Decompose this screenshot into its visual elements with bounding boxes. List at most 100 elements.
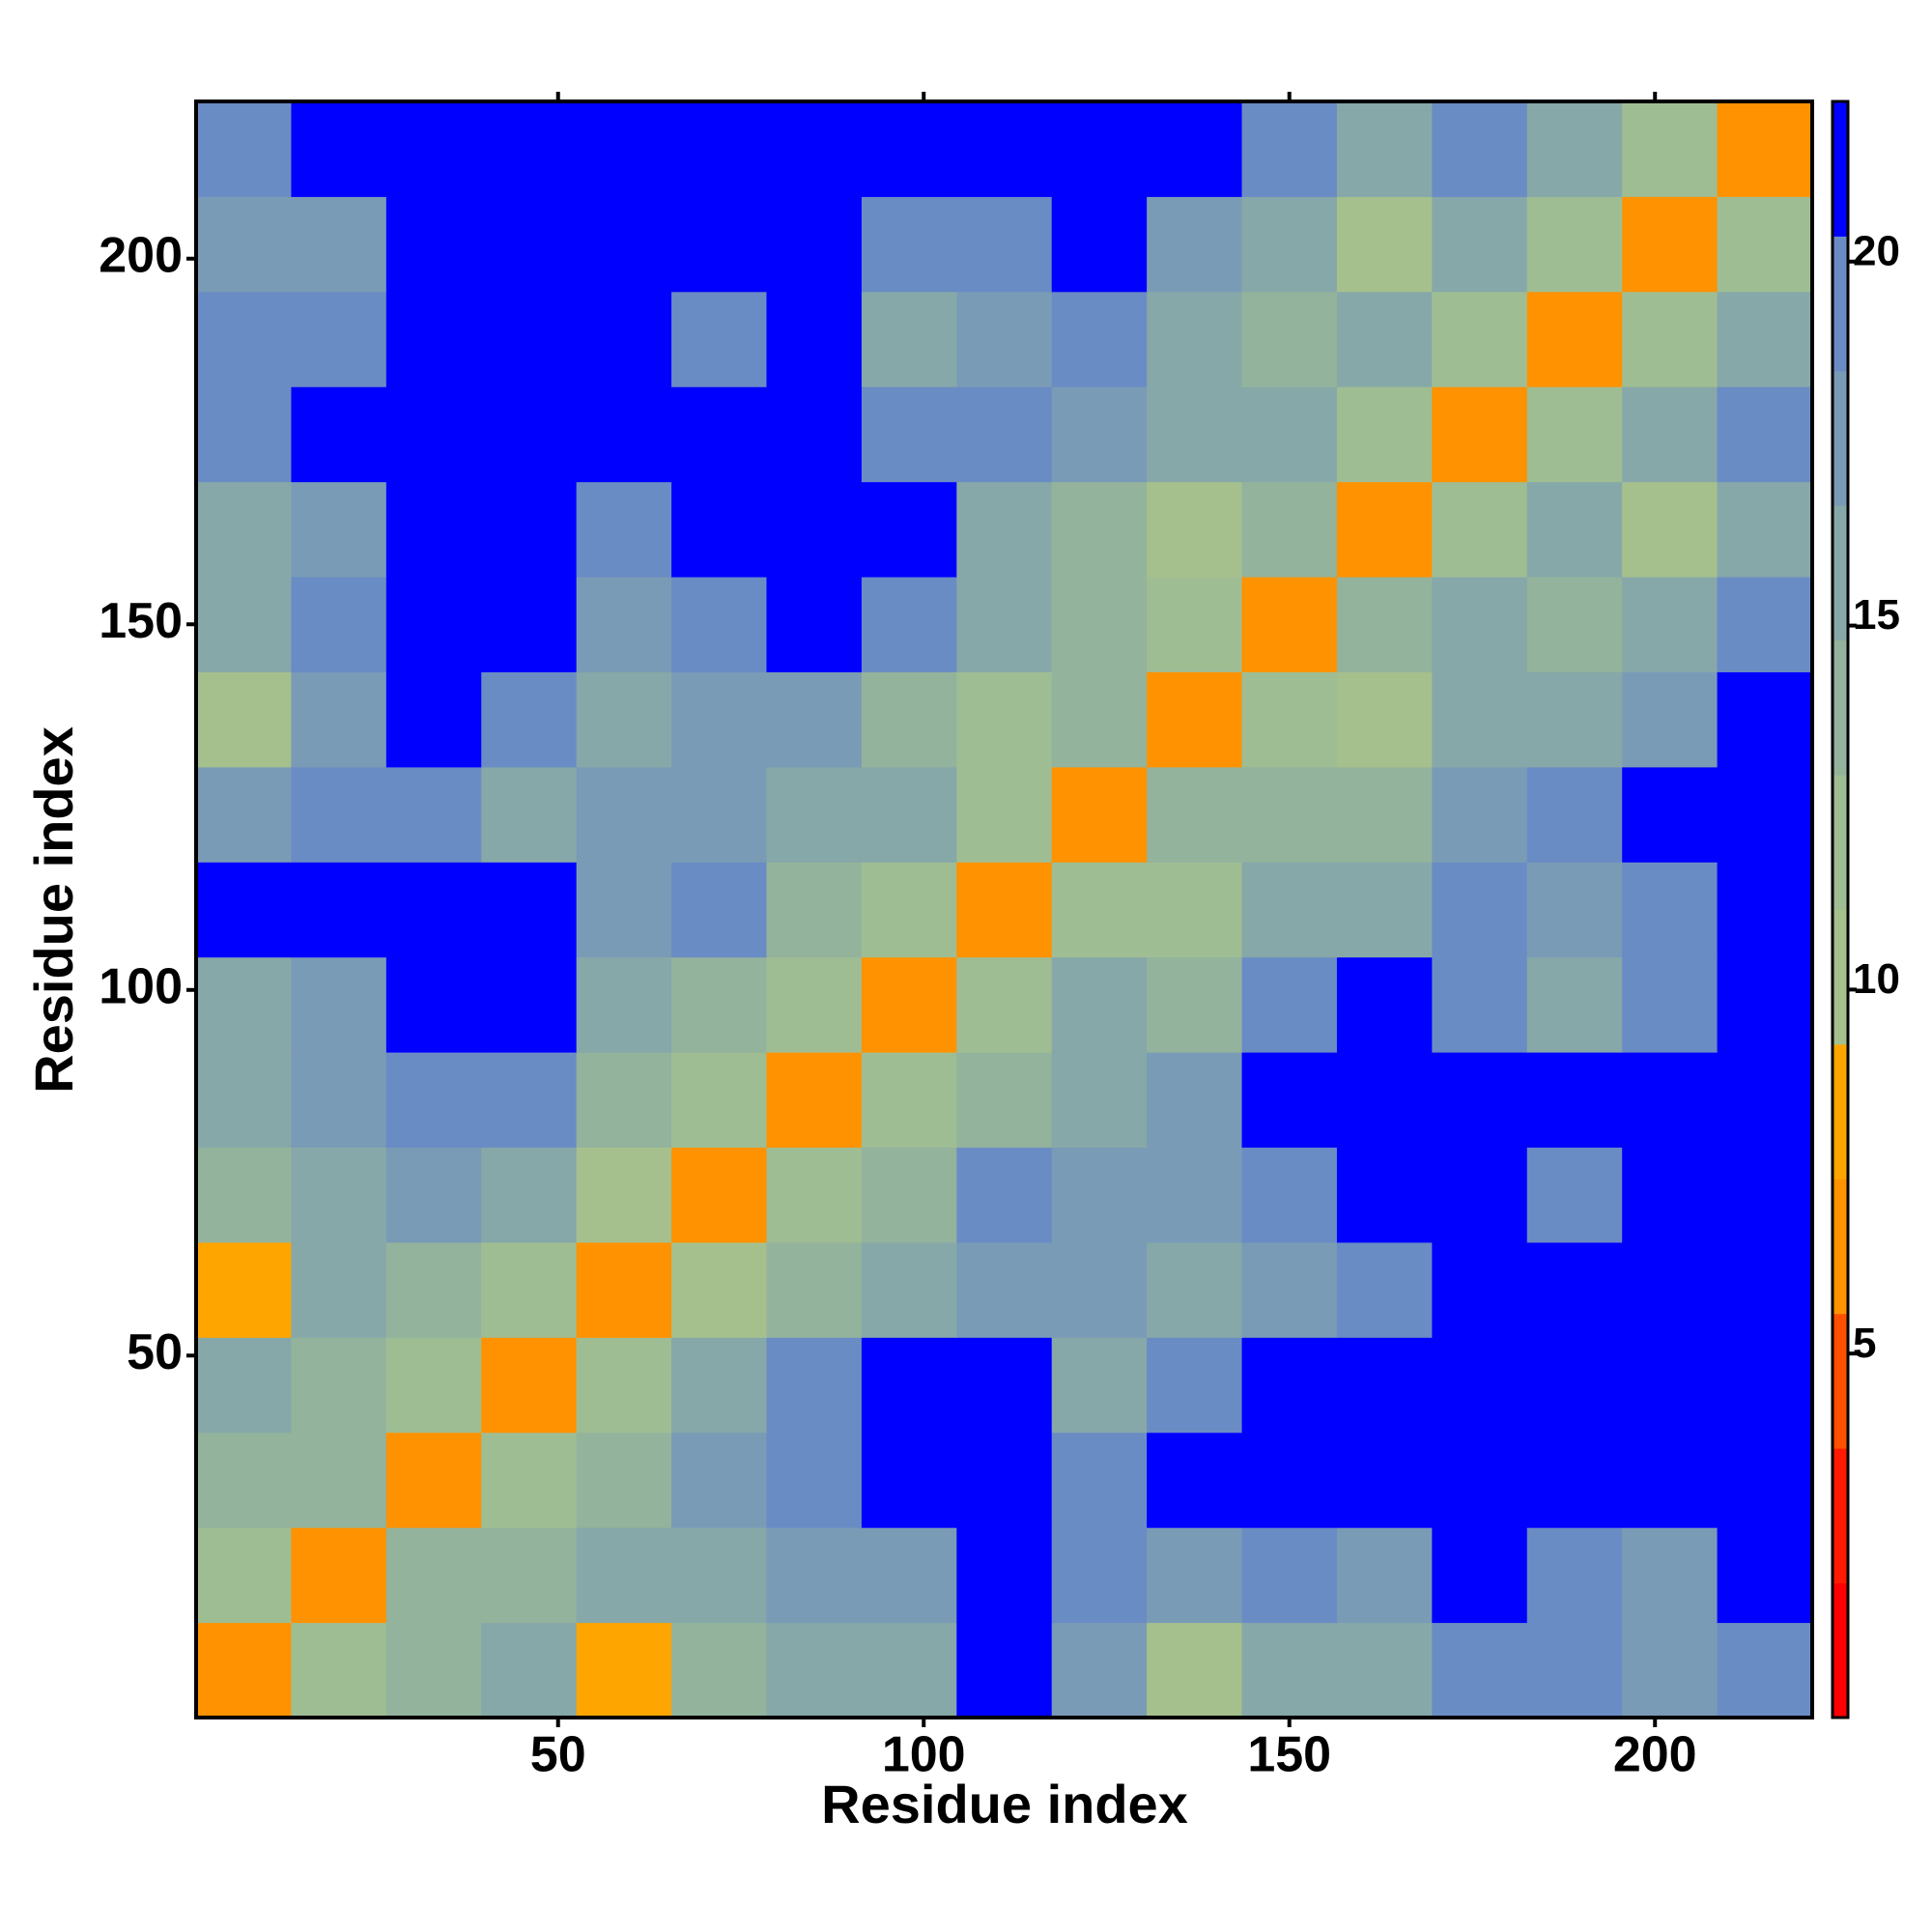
- heatmap-cell: [1432, 862, 1528, 958]
- heatmap-cell: [1622, 291, 1719, 387]
- heatmap-cell: [1622, 481, 1719, 578]
- heatmap-cell: [671, 1432, 767, 1528]
- heatmap-cell: [956, 291, 1053, 387]
- heatmap-cell: [1241, 862, 1338, 958]
- heatmap-cell: [1526, 956, 1623, 1053]
- heatmap-cell: [671, 386, 767, 483]
- heatmap-cell: [1241, 577, 1338, 672]
- heatmap-cell: [291, 1337, 387, 1434]
- heatmap-cell: [956, 671, 1053, 768]
- heatmap-cell: [956, 1052, 1053, 1149]
- heatmap-cell: [385, 101, 482, 197]
- heatmap-cell: [671, 481, 767, 578]
- heatmap-cell: [1526, 671, 1623, 768]
- heatmap-cell: [481, 577, 578, 672]
- heatmap-cell: [576, 1147, 672, 1243]
- heatmap-cell: [291, 862, 387, 958]
- heatmap-cell: [196, 1432, 292, 1528]
- colorbar-band: [1833, 370, 1848, 506]
- heatmap-cell: [196, 291, 292, 387]
- heatmap-cell: [1241, 1622, 1338, 1719]
- heatmap-cell: [861, 291, 957, 387]
- heatmap-cell: [576, 291, 672, 387]
- heatmap-cell: [1717, 386, 1813, 483]
- plot-frame: [194, 99, 1814, 1719]
- heatmap-cell: [1051, 1147, 1148, 1243]
- heatmap-cell: [1241, 101, 1338, 197]
- heatmap-cell: [956, 1241, 1053, 1338]
- heatmap-cell: [291, 766, 387, 863]
- heatmap-cell: [1526, 386, 1623, 483]
- heatmap-cell: [385, 386, 482, 483]
- heatmap-cell: [766, 862, 863, 958]
- heatmap-cell: [576, 766, 672, 863]
- heatmap-cell: [481, 1147, 578, 1243]
- heatmap-cell: [1147, 577, 1243, 672]
- heatmap-cell: [1432, 1241, 1528, 1338]
- heatmap-cell: [196, 481, 292, 578]
- heatmap-cell: [481, 386, 578, 483]
- heatmap-cell: [576, 956, 672, 1053]
- heatmap-cell: [1336, 766, 1433, 863]
- heatmap-cell: [1717, 101, 1813, 197]
- heatmap-cell: [1717, 766, 1813, 863]
- heatmap-cell: [385, 1052, 482, 1149]
- colorbar-tick-label: 15: [1853, 591, 1900, 639]
- heatmap-cell: [766, 766, 863, 863]
- heatmap-cell: [385, 1337, 482, 1434]
- heatmap-cell: [1336, 1337, 1433, 1434]
- heatmap-cell: [291, 1622, 387, 1719]
- heatmap-cell: [291, 481, 387, 578]
- heatmap-cell: [196, 196, 292, 293]
- heatmap-cell: [1717, 291, 1813, 387]
- heatmap-cell: [576, 1241, 672, 1338]
- heatmap-cell: [1432, 956, 1528, 1053]
- heatmap-cell: [1526, 1337, 1623, 1434]
- heatmap-cell: [956, 1527, 1053, 1624]
- heatmap-cell: [1336, 1241, 1433, 1338]
- heatmap-cell: [1051, 766, 1148, 863]
- heatmap-cell: [1717, 671, 1813, 768]
- heatmap-cell: [671, 291, 767, 387]
- heatmap-cell: [481, 1241, 578, 1338]
- heatmap-cell: [1336, 671, 1433, 768]
- y-tick-label: 150: [99, 593, 183, 649]
- heatmap-cell: [481, 1527, 578, 1624]
- heatmap-cell: [861, 481, 957, 578]
- heatmap-cell: [1241, 196, 1338, 293]
- heatmap-cell: [861, 1052, 957, 1149]
- heatmap-cell: [671, 577, 767, 672]
- y-tick-label: 200: [99, 227, 183, 283]
- colorbar-tick-label: 5: [1853, 1320, 1876, 1367]
- heatmap-cell: [385, 862, 482, 958]
- y-axis-title: Residue index: [23, 726, 84, 1094]
- heatmap-cell: [1336, 101, 1433, 197]
- heatmap-cell: [1147, 956, 1243, 1053]
- heatmap-cell: [481, 1622, 578, 1719]
- heatmap-cell: [861, 577, 957, 672]
- heatmap-cell: [956, 1337, 1053, 1434]
- heatmap-cell: [291, 956, 387, 1053]
- heatmap-cell: [956, 956, 1053, 1053]
- heatmap-cell: [861, 1622, 957, 1719]
- heatmap-cell: [1051, 196, 1148, 293]
- heatmap-cell: [291, 291, 387, 387]
- heatmap-cell: [1717, 481, 1813, 578]
- heatmap-cell: [1526, 1052, 1623, 1149]
- colorbar-band: [1833, 1043, 1848, 1179]
- heatmap-cell: [576, 1052, 672, 1149]
- heatmap-cell: [1526, 291, 1623, 387]
- x-tick-label: 200: [1613, 1727, 1697, 1783]
- colorbar-band: [1833, 505, 1848, 641]
- heatmap-cell: [1147, 1527, 1243, 1624]
- heatmap-cell: [1241, 481, 1338, 578]
- heatmap-cell: [196, 1052, 292, 1149]
- heatmap-cell: [1432, 101, 1528, 197]
- heatmap-cell: [576, 862, 672, 958]
- heatmap-cell: [861, 766, 957, 863]
- heatmap-cell: [1147, 1147, 1243, 1243]
- heatmap-cell: [196, 766, 292, 863]
- heatmap-cell: [1432, 481, 1528, 578]
- colorbar-band: [1833, 1448, 1848, 1584]
- heatmap-cell: [576, 1432, 672, 1528]
